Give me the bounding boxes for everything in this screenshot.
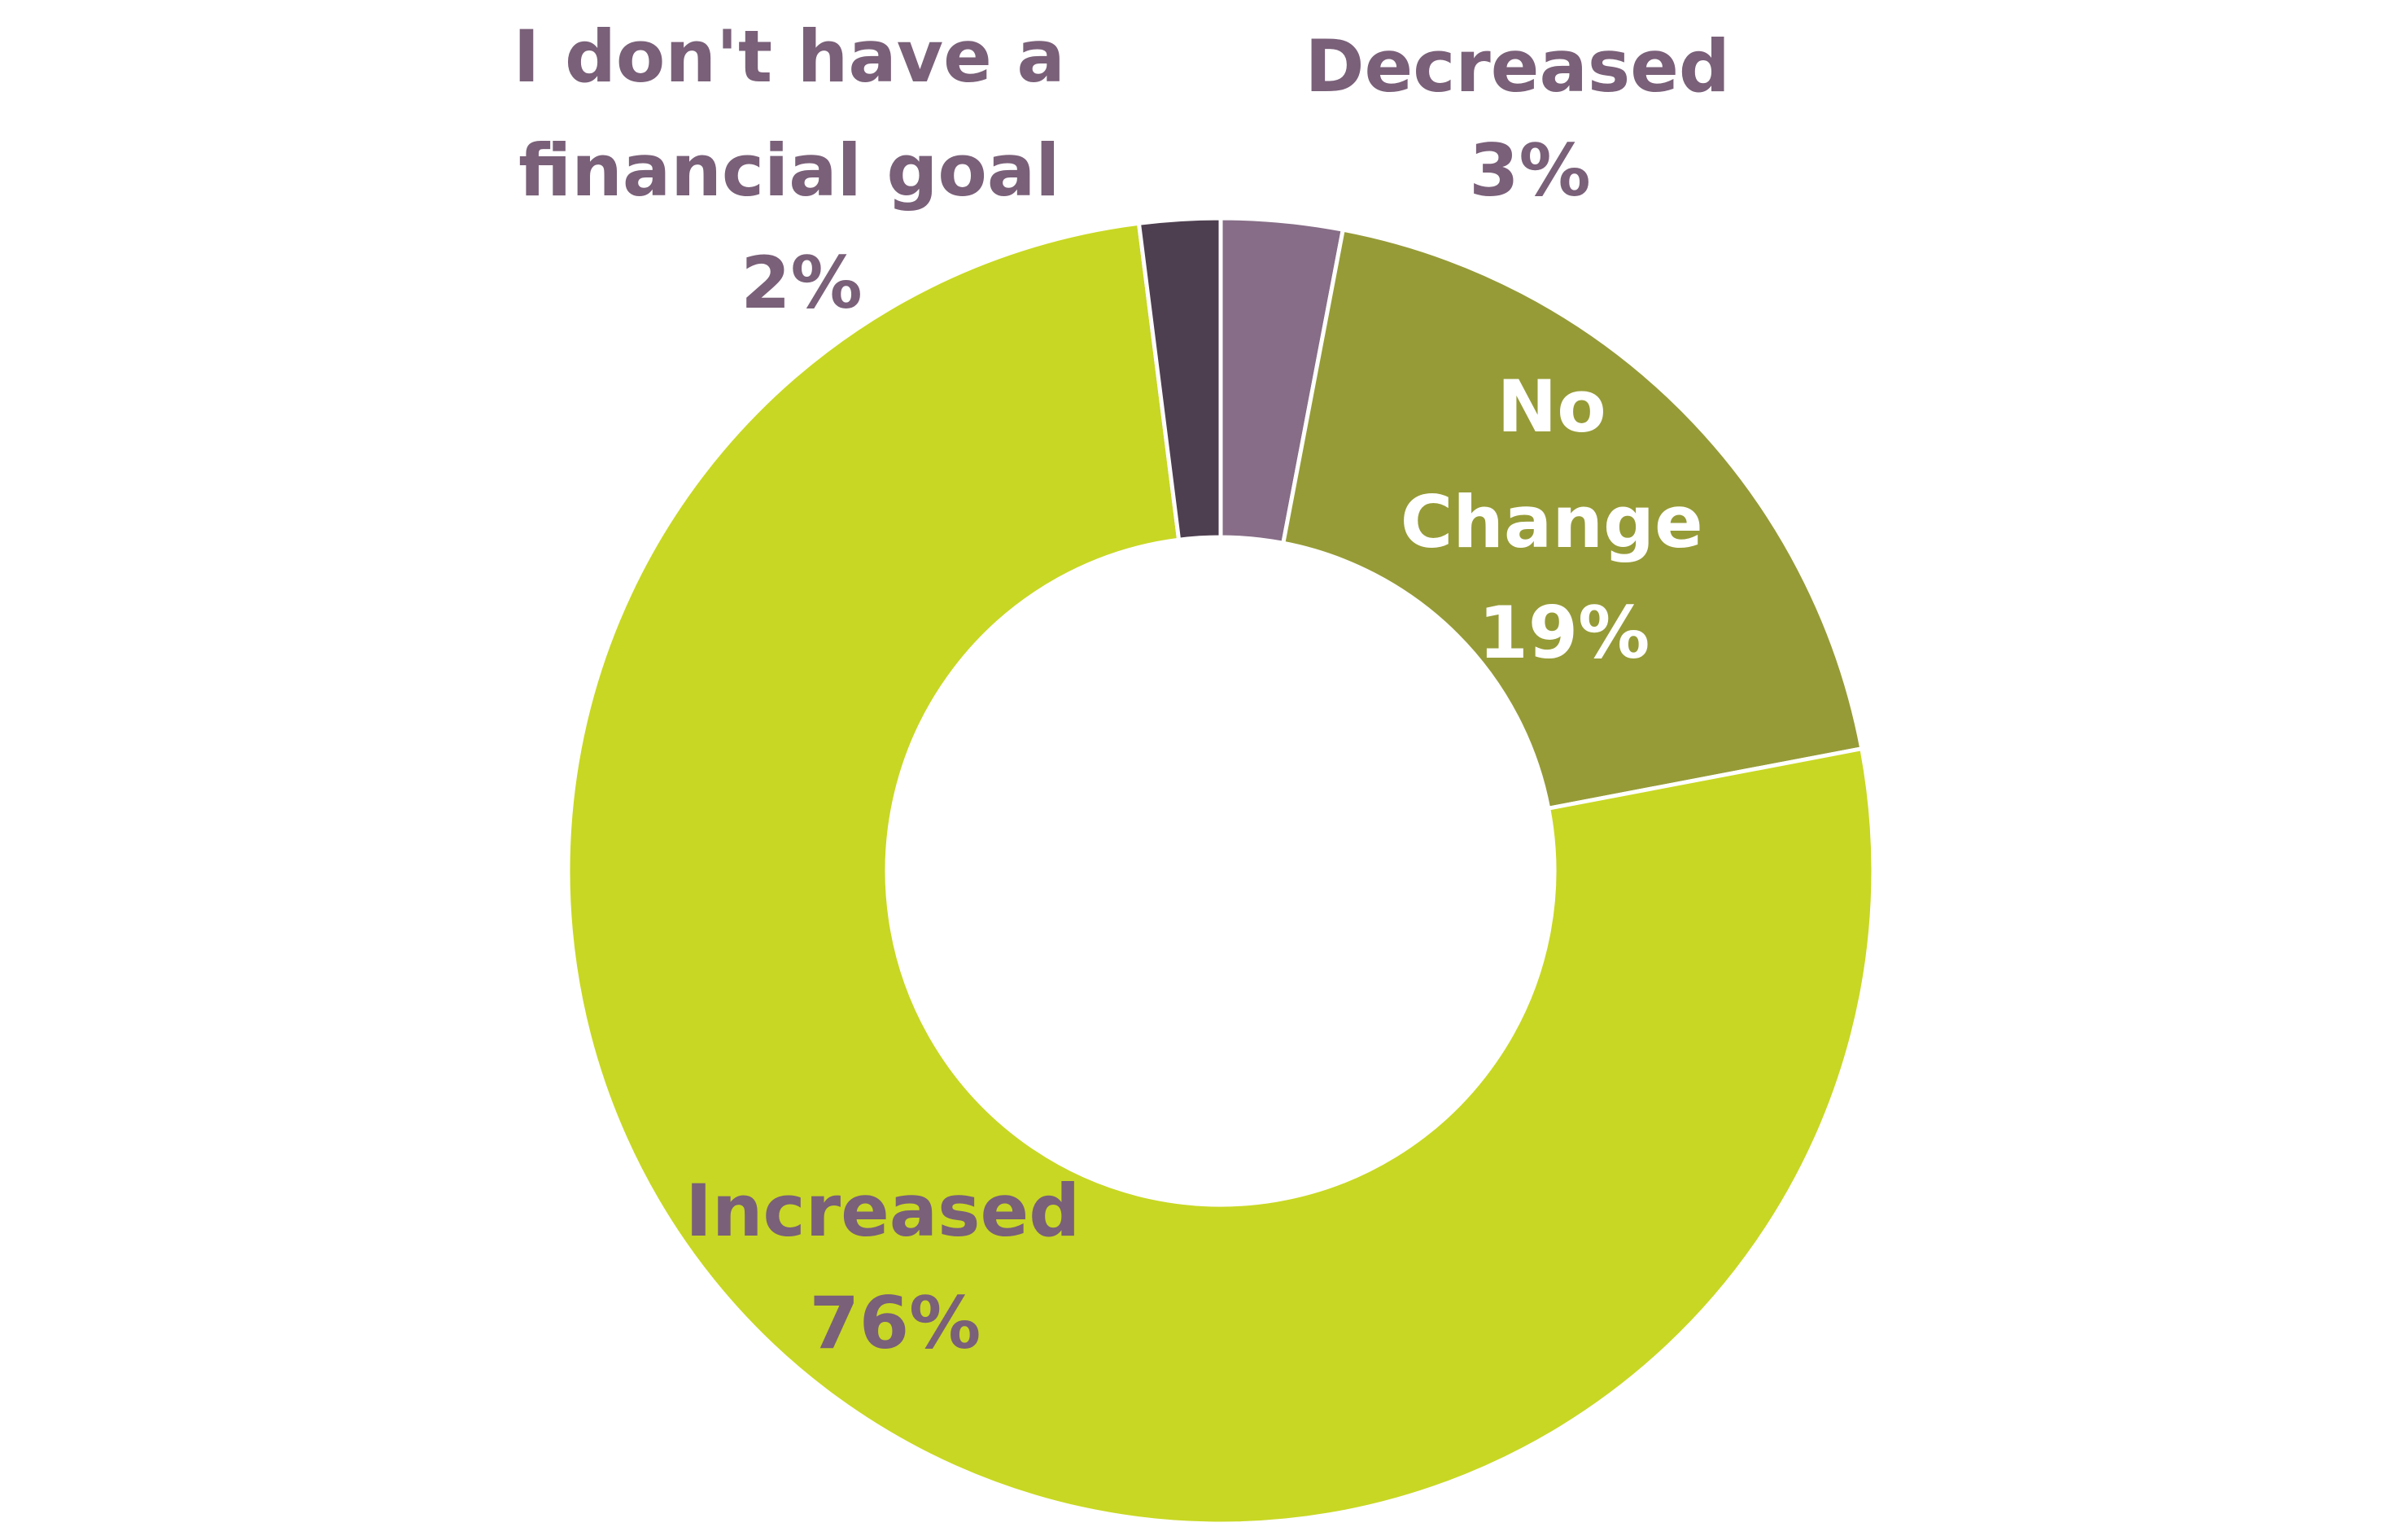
label-decreased-name: Decreased bbox=[1305, 24, 1729, 108]
label-decreased: Decreased 3% bbox=[1305, 24, 1755, 212]
label-no-financial-goal-value: 2% bbox=[741, 241, 862, 325]
label-no-financial-goal: I don't have a financial goal 2% bbox=[514, 15, 1090, 325]
slice-no-change bbox=[1280, 227, 1864, 812]
label-increased-name: Increased bbox=[685, 1169, 1080, 1253]
donut-slices bbox=[566, 216, 1876, 1526]
label-increased: Increased 76% bbox=[685, 1169, 1105, 1365]
label-increased-value: 76% bbox=[810, 1281, 981, 1365]
slice-increased bbox=[566, 221, 1876, 1526]
label-decreased-value: 3% bbox=[1469, 129, 1590, 212]
slice-i-don-t-have-a-financial-goal bbox=[1136, 216, 1223, 543]
label-no-financial-goal-line2: financial goal bbox=[518, 129, 1060, 212]
label-no-change-line2: Change bbox=[1401, 480, 1703, 564]
label-no-financial-goal-line1: I don't have a bbox=[514, 15, 1065, 98]
label-no-change-value: 19% bbox=[1479, 591, 1650, 675]
label-no-change: No Change 19% bbox=[1401, 365, 1728, 675]
label-no-change-line1: No bbox=[1497, 365, 1606, 448]
